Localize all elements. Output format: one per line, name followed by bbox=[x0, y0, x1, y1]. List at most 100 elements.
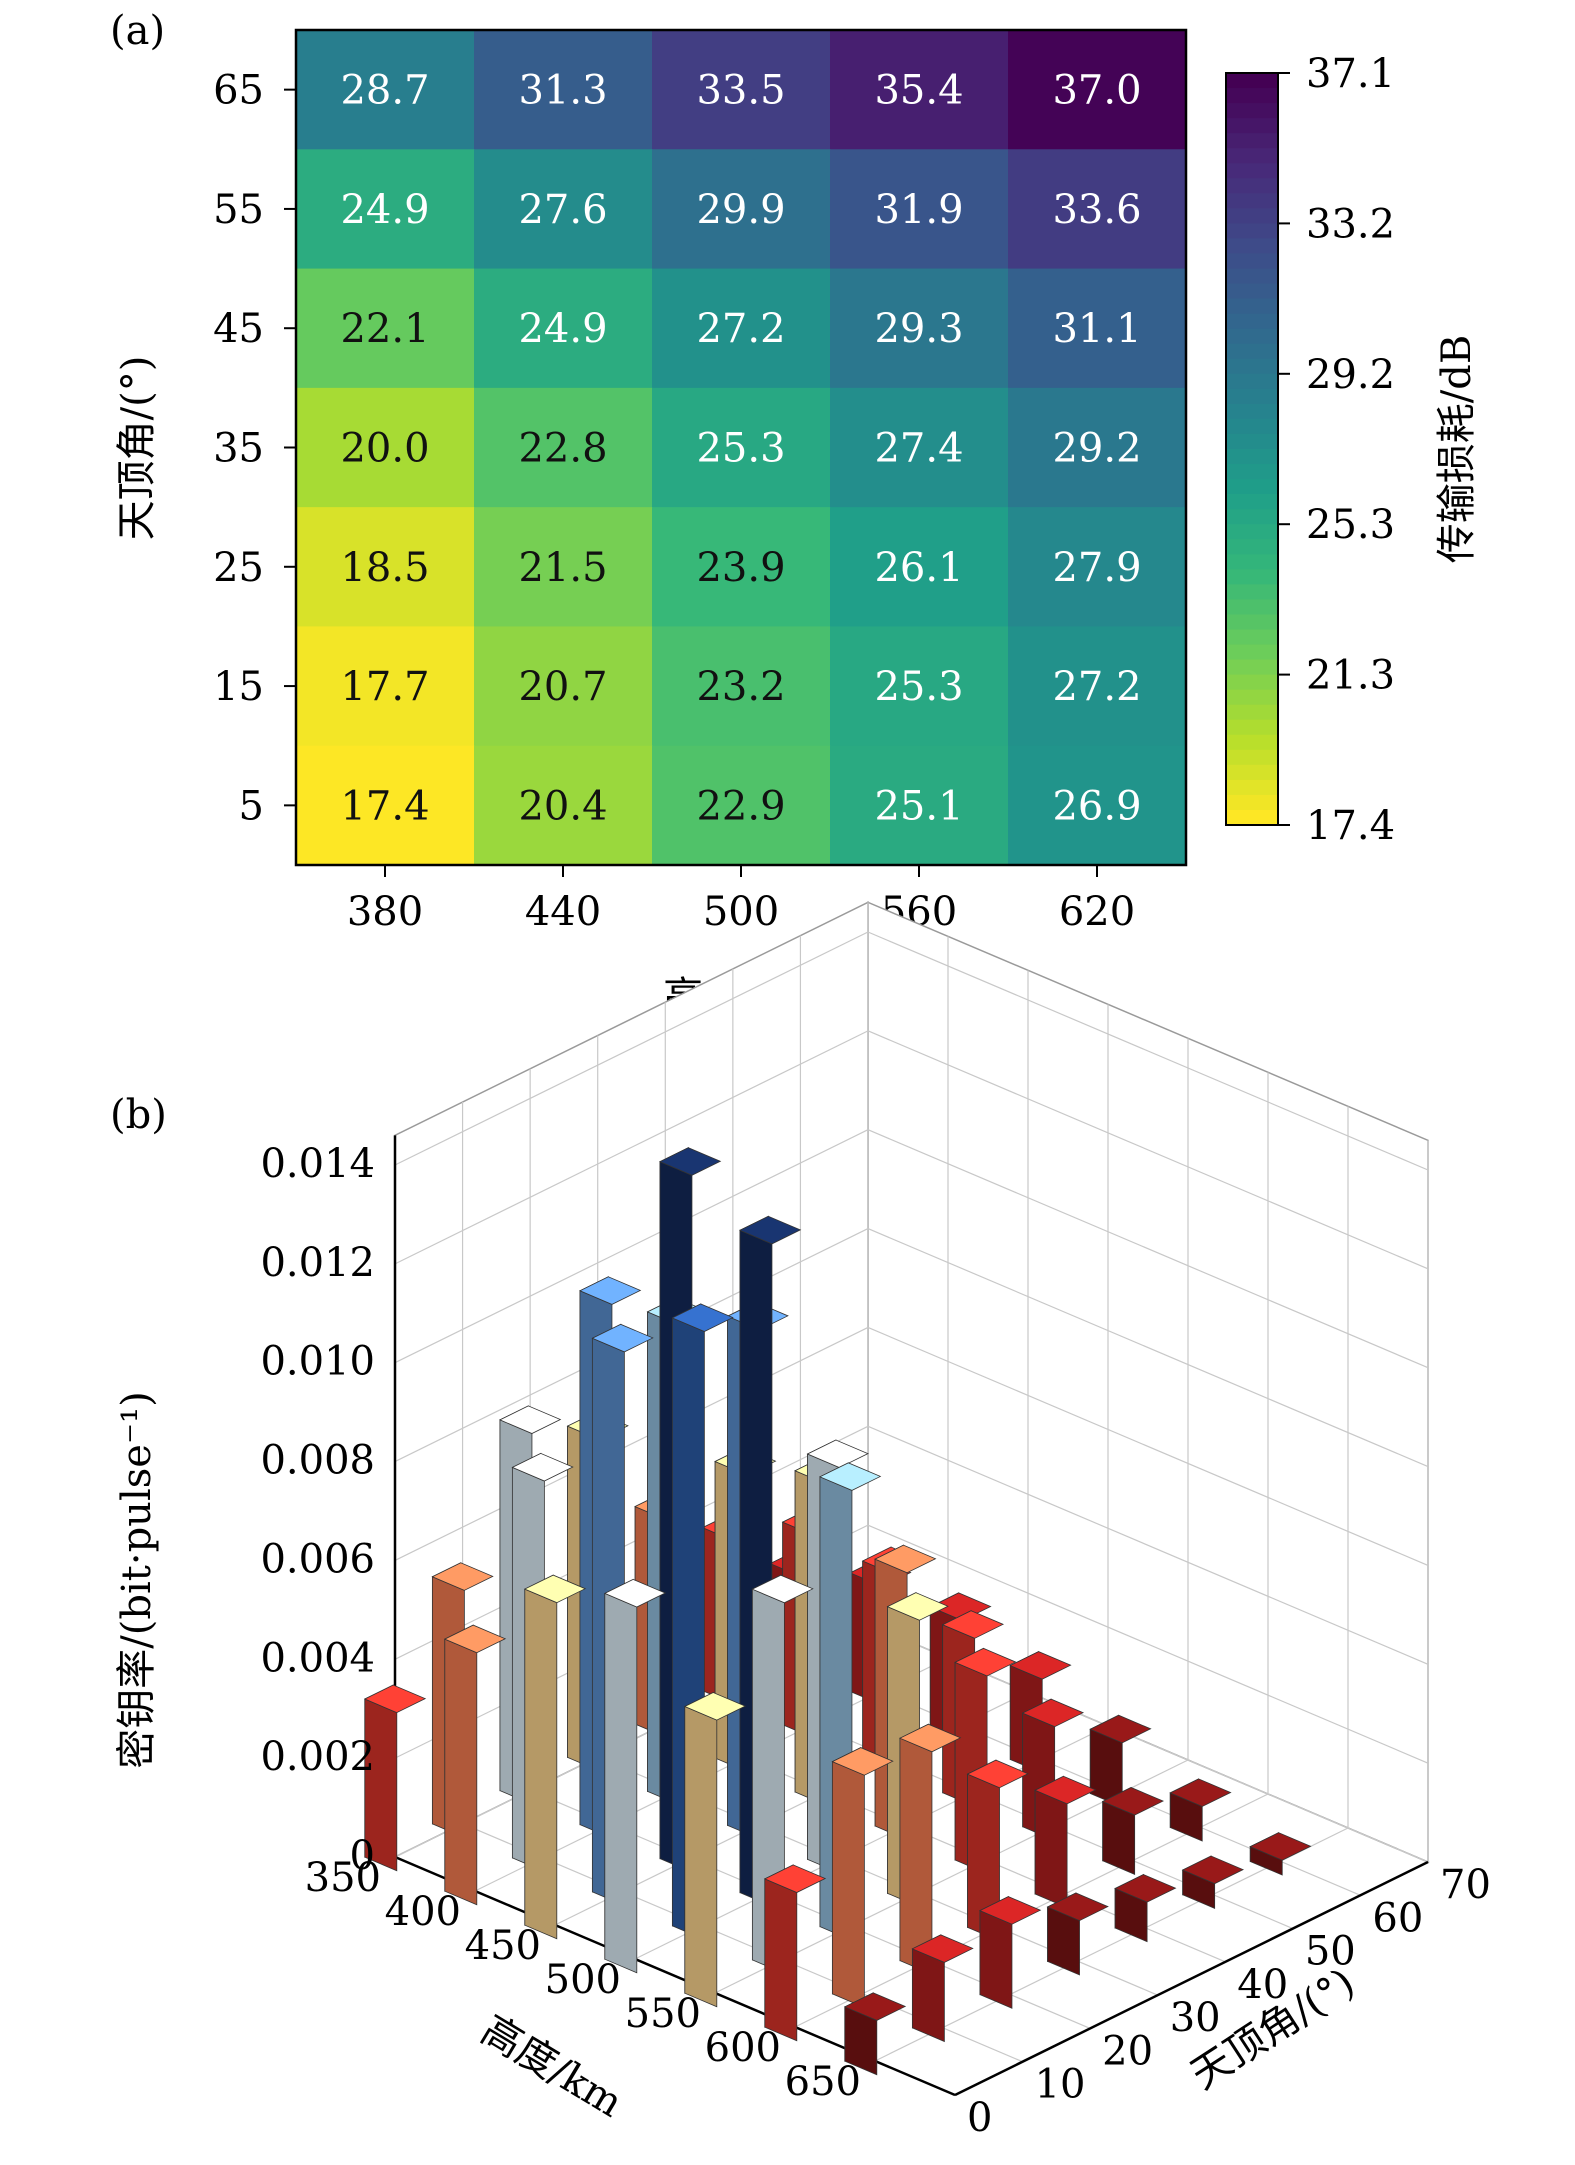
bar3d-bar-top-face bbox=[874, 1544, 937, 1574]
heatmap-value-label: 23.2 bbox=[696, 664, 785, 710]
bar3d-bar-front-face bbox=[444, 1638, 478, 1906]
bar3d-z-tick-label: 0.012 bbox=[260, 1240, 375, 1286]
bar3d-z-tick-label: 0.014 bbox=[260, 1141, 375, 1187]
bar3d-z-tick-label: 0.006 bbox=[260, 1536, 375, 1582]
panel-b-label: (b) bbox=[110, 1092, 167, 1138]
bar3d-z-tick-label: 0.004 bbox=[260, 1635, 375, 1681]
heatmap-y-tick-label: 55 bbox=[213, 187, 264, 233]
bar3d-bar-top-face bbox=[603, 1578, 667, 1608]
heatmap-cell bbox=[474, 387, 653, 508]
bar3d-bar bbox=[843, 1992, 907, 2076]
bar3d-bar bbox=[523, 1574, 587, 1940]
bar3d-gridline bbox=[867, 931, 1429, 1171]
heatmap-cell bbox=[1008, 745, 1187, 866]
colorbar-step bbox=[1226, 433, 1278, 450]
panel-a: (a) 28.7 31.3 33.5 35.4 37.0 24.9 27.6 29.9 31.9… bbox=[110, 8, 1480, 1020]
heatmap-cell bbox=[830, 387, 1009, 508]
colorbar-step bbox=[1226, 103, 1278, 119]
heatmap-cell bbox=[830, 268, 1009, 389]
heatmap-value-label: 18.5 bbox=[340, 545, 429, 591]
heatmap-value-label: 22.9 bbox=[696, 783, 785, 829]
bar3d-bar-front-face bbox=[1034, 1789, 1068, 1909]
colorbar-step bbox=[1226, 494, 1278, 510]
colorbar-step bbox=[1226, 193, 1278, 209]
bar3d-bar-top-face bbox=[738, 1215, 802, 1245]
bar3d-y-tick-label: 30 bbox=[1170, 1995, 1221, 2041]
heatmap-value-label: 26.9 bbox=[1052, 783, 1141, 829]
colorbar-step bbox=[1226, 343, 1278, 360]
heatmap-value-label: 28.7 bbox=[340, 68, 429, 114]
bar3d-bar-top-face bbox=[898, 1723, 962, 1753]
bar3d-bar bbox=[1101, 1786, 1165, 1875]
colorbar-step bbox=[1226, 73, 1278, 89]
heatmap-cell bbox=[296, 507, 475, 627]
heatmap-cell bbox=[1008, 626, 1187, 747]
colorbar-step bbox=[1226, 449, 1278, 465]
bar3d-bar-top-face bbox=[671, 1303, 734, 1332]
colorbar-step bbox=[1226, 223, 1278, 240]
heatmap-value-label: 20.0 bbox=[340, 426, 429, 472]
bar3d-bar bbox=[1114, 1873, 1177, 1943]
bar3d-x-tick-label: 350 bbox=[305, 1855, 381, 1901]
colorbar-step bbox=[1226, 118, 1278, 134]
heatmap-cell bbox=[652, 745, 831, 866]
colorbar-step bbox=[1226, 238, 1278, 255]
heatmap-cell bbox=[1008, 268, 1187, 389]
bar3d-bar-top-face bbox=[763, 1864, 827, 1893]
bar3d-x-tick-label: 550 bbox=[625, 1991, 701, 2037]
heatmap-cell bbox=[1008, 30, 1187, 150]
bar3d-bar-top-face bbox=[843, 1992, 907, 2021]
heatmap-value-label: 25.1 bbox=[874, 783, 963, 829]
bar3d-bar-top-face bbox=[954, 1647, 1017, 1677]
bar3d-gridline bbox=[867, 1425, 1429, 1665]
colorbar-step bbox=[1226, 148, 1278, 164]
heatmap-x-tick-label: 500 bbox=[703, 889, 779, 935]
colorbar-step bbox=[1226, 373, 1278, 390]
heatmap-x-ticks: 380 440 500 560 620 bbox=[347, 865, 1135, 935]
colorbar bbox=[1226, 73, 1278, 826]
bar3d-bar-top-face bbox=[1181, 1855, 1245, 1885]
heatmap-x-tick-label: 440 bbox=[525, 889, 601, 935]
colorbar-step bbox=[1226, 629, 1278, 646]
colorbar-step bbox=[1226, 779, 1278, 796]
bar3d-bar-top-face bbox=[591, 1323, 654, 1353]
colorbar-step bbox=[1226, 599, 1278, 616]
colorbar-step bbox=[1226, 133, 1278, 149]
colorbar-step bbox=[1226, 509, 1278, 525]
heatmap-cell bbox=[474, 507, 653, 627]
heatmap-value-label: 27.4 bbox=[874, 426, 963, 472]
colorbar-tick-label: 33.2 bbox=[1306, 201, 1395, 247]
heatmap-value-label: 22.8 bbox=[518, 426, 607, 472]
heatmap-value-label: 22.1 bbox=[340, 306, 429, 352]
colorbar-step bbox=[1226, 178, 1278, 194]
heatmap-value-label: 17.7 bbox=[340, 664, 429, 710]
bar3d-bar-front-face bbox=[604, 1592, 638, 1974]
bar3d-y-tick-label: 70 bbox=[1440, 1862, 1491, 1908]
bar3d-z-tick-label: 0.008 bbox=[260, 1438, 375, 1484]
bar3d-y-axis bbox=[954, 1860, 1429, 2097]
bar3d-bar-top-face bbox=[363, 1684, 427, 1714]
bar3d-bar-front-face bbox=[764, 1878, 798, 2042]
bar3d-bar bbox=[1046, 1892, 1109, 1976]
heatmap-cell bbox=[296, 387, 475, 508]
heatmap-cell bbox=[830, 149, 1009, 270]
heatmap-value-label: 25.3 bbox=[874, 664, 963, 710]
heatmap-y-tick-label: 65 bbox=[213, 68, 264, 114]
colorbar-tick-label: 37.1 bbox=[1306, 51, 1395, 97]
colorbar-step bbox=[1226, 554, 1278, 570]
bar3d-x-tick-label: 400 bbox=[385, 1889, 461, 1935]
heatmap-cell bbox=[652, 149, 831, 270]
bar3d-gridline bbox=[867, 1326, 1429, 1566]
colorbar-tick-label: 25.3 bbox=[1306, 502, 1395, 548]
bar3d-gridline bbox=[867, 1129, 1429, 1369]
bar3d-bar bbox=[1034, 1775, 1097, 1909]
bar3d-bar-top-face bbox=[978, 1896, 1042, 1925]
bar3d-y-tick-label: 60 bbox=[1372, 1895, 1423, 1941]
bar3d-y-tick-label: 20 bbox=[1102, 2028, 1153, 2074]
heatmap-y-tick-label: 45 bbox=[213, 306, 264, 352]
bar3d-bar-top-face bbox=[831, 1747, 894, 1776]
colorbar-step bbox=[1226, 794, 1278, 811]
heatmap-value-label: 29.9 bbox=[696, 187, 785, 233]
colorbar-step bbox=[1226, 644, 1278, 661]
heatmap-y-tick-label: 25 bbox=[213, 545, 264, 591]
